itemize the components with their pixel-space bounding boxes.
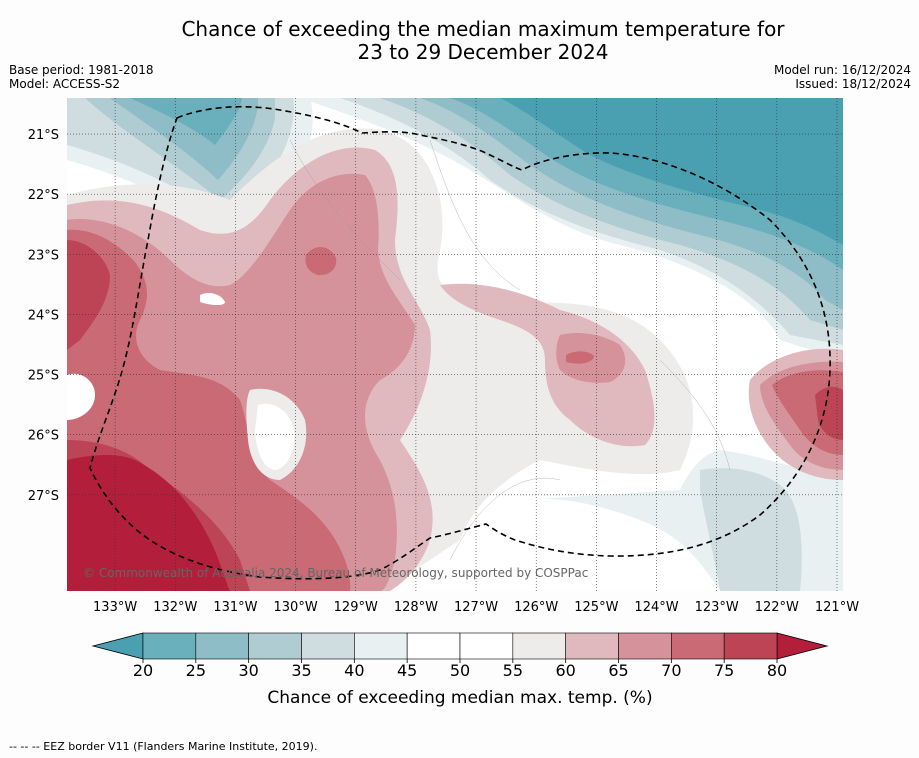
colorbar-bin-0	[142, 632, 197, 660]
chart-title: Chance of exceeding the median maximum t…	[0, 18, 919, 64]
y-tick-label: 23°S	[28, 248, 59, 263]
cool-topleft-20	[130, 98, 242, 145]
y-tick-label: 24°S	[28, 308, 59, 323]
colorbar-over-arrow	[776, 632, 829, 660]
colorbar-tick-label: 35	[291, 661, 311, 680]
warm-hole-1	[67, 373, 95, 420]
x-tick-label: 121°W	[815, 600, 859, 615]
colorbar-tick-label: 40	[344, 661, 364, 680]
x-tick-label: 131°W	[213, 600, 257, 615]
colorbar-bin-2	[248, 632, 302, 660]
colorbar-under-arrow	[91, 632, 144, 660]
colorbar-bin-8	[565, 632, 619, 660]
warm-hole-3	[255, 403, 295, 470]
x-tick-label: 130°W	[274, 600, 318, 615]
colorbar-tick-label: 75	[714, 661, 734, 680]
colorbar-bin-1	[195, 632, 249, 660]
colorbar-tick-label: 55	[503, 661, 523, 680]
contour-line-1	[429, 139, 521, 291]
gridlines	[67, 98, 843, 591]
x-axis: 133°W 132°W 131°W 130°W 129°W 128°W 127°W 126°W…	[93, 600, 859, 615]
model-name: Model: ACCESS-S2	[9, 77, 121, 91]
x-tick-label: 132°W	[153, 600, 197, 615]
warm-right-75	[815, 386, 843, 440]
colorbar-tick-label: 25	[186, 661, 206, 680]
colorbar-bin-4	[354, 632, 408, 660]
contour-line-2	[449, 477, 561, 561]
title-line-2: 23 to 29 December 2024	[357, 40, 609, 64]
colorbar-tick-label: 80	[767, 661, 787, 680]
x-tick-label: 128°W	[394, 600, 438, 615]
meta-left: Base period: 1981-2018 Model: ACCESS-S2	[9, 63, 154, 91]
colorbar-bin-10	[671, 632, 725, 660]
x-tick-label: 126°W	[514, 600, 558, 615]
contour-line-4	[289, 139, 401, 281]
x-tick-label: 129°W	[334, 600, 378, 615]
warm-hole-4	[200, 292, 225, 305]
colorbar-tick-label: 45	[397, 661, 417, 680]
colorbar-tick-label: 20	[133, 661, 153, 680]
x-tick-label: 127°W	[454, 600, 498, 615]
colorbar-label: Chance of exceeding median max. temp. (%…	[267, 688, 652, 708]
y-tick-label: 25°S	[28, 369, 59, 384]
colorbar-bin-7	[512, 632, 566, 660]
colorbar-tick-label: 50	[450, 661, 470, 680]
y-tick-label: 26°S	[28, 429, 59, 444]
warm-patch-60	[440, 283, 655, 447]
copyright-text: © Commonwealth of Australia 2024, Bureau…	[83, 566, 588, 580]
colorbar-bin-3	[301, 632, 355, 660]
contour-lines	[289, 139, 731, 561]
x-tick-label: 125°W	[574, 600, 618, 615]
model-run: Model run: 16/12/2024	[773, 63, 911, 77]
y-tick-label: 27°S	[28, 489, 59, 504]
x-tick-label: 133°W	[93, 600, 137, 615]
colorbar-tick-label: 65	[608, 661, 628, 680]
y-tick-label: 22°S	[28, 188, 59, 203]
title-line-1: Chance of exceeding the median maximum t…	[181, 17, 785, 41]
y-axis: 21°S 22°S 23°S 24°S 25°S 26°S 27°S	[28, 128, 59, 504]
meta-right: Model run: 16/12/2024 Issued: 18/12/2024	[774, 63, 911, 91]
warm-patch-70	[566, 351, 594, 364]
contour-line-3	[659, 359, 731, 471]
warm-central-over	[67, 455, 230, 591]
eez-border	[89, 105, 831, 580]
base-period: Base period: 1981-2018	[9, 63, 154, 77]
y-tick-label: 21°S	[28, 128, 59, 143]
x-tick-label: 123°W	[695, 600, 739, 615]
colorbar: 20 25 30 35 40 45 50 55 60 65 70 75 80	[91, 632, 829, 680]
eez-legend-note: -- -- -- EEZ border V11 (Flanders Marine…	[9, 740, 318, 753]
colorbar-bin-5	[406, 632, 461, 660]
cool-region-under	[500, 98, 843, 245]
colorbar-bin-6	[459, 632, 514, 660]
issued-date: Issued: 18/12/2024	[795, 77, 911, 91]
colorbar-bin-11	[723, 632, 778, 660]
x-tick-label: 124°W	[634, 600, 678, 615]
colorbar-tick-label: 30	[238, 661, 258, 680]
colorbar-tick-label: 60	[555, 661, 575, 680]
map-area: © Commonwealth of Australia 2024, Bureau…	[67, 98, 843, 591]
x-tick-label: 122°W	[755, 600, 799, 615]
colorbar-tick-label: 70	[661, 661, 681, 680]
colorbar-bin-9	[618, 632, 672, 660]
